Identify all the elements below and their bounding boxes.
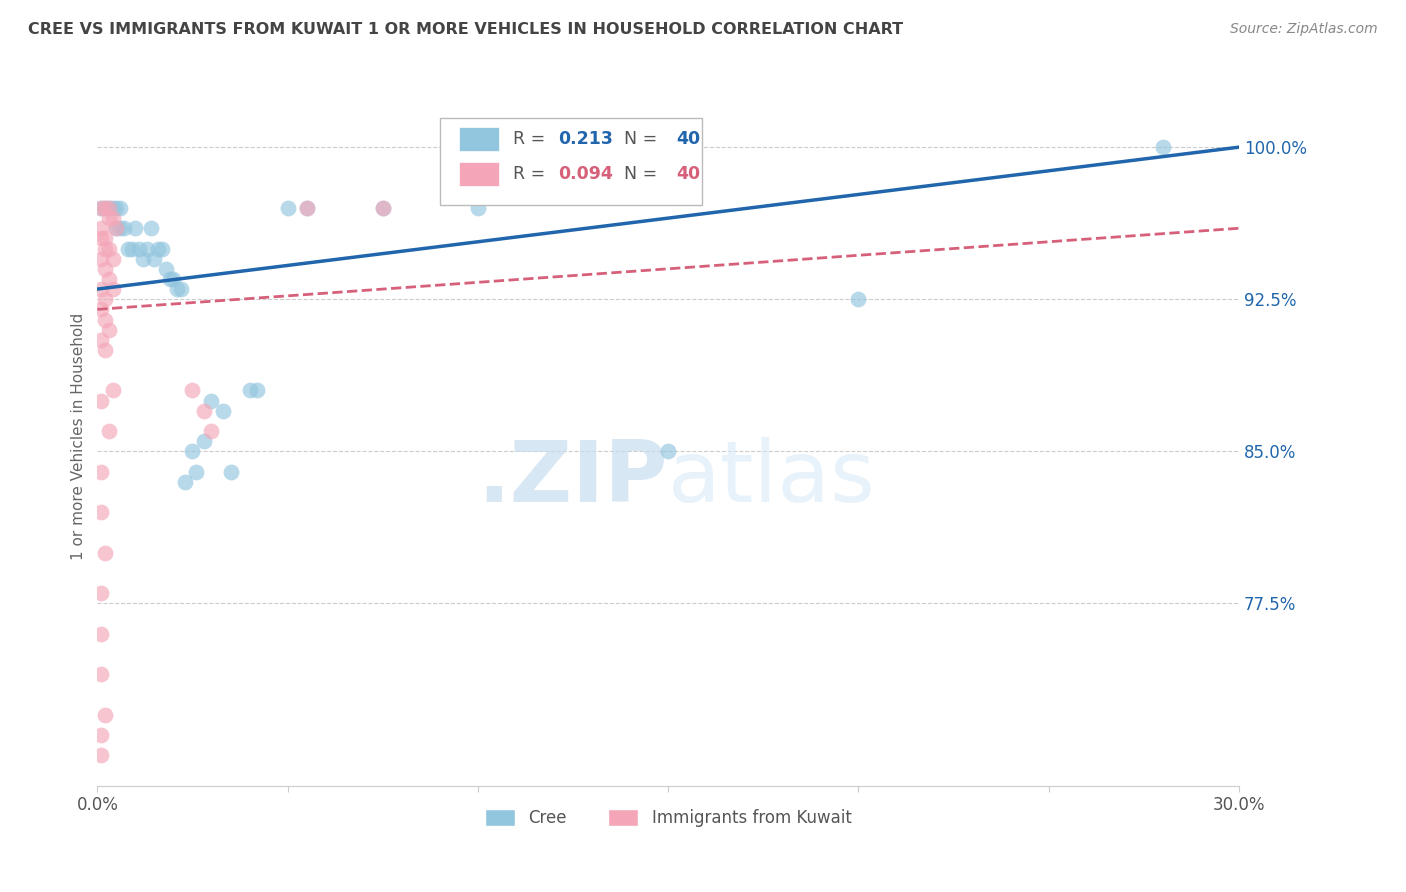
Point bbox=[105, 221, 128, 235]
Point bbox=[105, 201, 128, 215]
Point bbox=[155, 261, 177, 276]
Point bbox=[90, 465, 112, 479]
Point bbox=[97, 272, 120, 286]
Y-axis label: 1 or more Vehicles in Household: 1 or more Vehicles in Household bbox=[72, 312, 86, 559]
Point bbox=[124, 221, 146, 235]
Point bbox=[97, 242, 120, 256]
Text: 40: 40 bbox=[676, 130, 700, 148]
Point bbox=[193, 434, 215, 449]
Point bbox=[94, 242, 117, 256]
Text: 0.094: 0.094 bbox=[558, 165, 613, 183]
Point bbox=[97, 201, 120, 215]
Point bbox=[90, 626, 112, 640]
Text: 40: 40 bbox=[676, 165, 700, 183]
Text: atlas: atlas bbox=[668, 436, 876, 519]
Point bbox=[173, 475, 195, 489]
Point bbox=[94, 231, 117, 245]
Point bbox=[246, 384, 269, 398]
Point bbox=[128, 242, 150, 256]
Point bbox=[193, 403, 215, 417]
Point bbox=[186, 465, 208, 479]
Point bbox=[181, 444, 204, 458]
Point bbox=[90, 748, 112, 763]
Point bbox=[371, 201, 394, 215]
Point bbox=[657, 444, 679, 458]
Point bbox=[148, 242, 170, 256]
Point bbox=[212, 403, 235, 417]
Point bbox=[97, 323, 120, 337]
Point bbox=[200, 424, 222, 438]
Point bbox=[200, 393, 222, 408]
Point bbox=[135, 242, 157, 256]
Point bbox=[94, 312, 117, 326]
Point bbox=[139, 221, 162, 235]
Point bbox=[94, 546, 117, 560]
Point bbox=[170, 282, 193, 296]
Text: 0.213: 0.213 bbox=[558, 130, 613, 148]
Legend: Cree, Immigrants from Kuwait: Cree, Immigrants from Kuwait bbox=[478, 802, 858, 833]
Point bbox=[94, 261, 117, 276]
Point bbox=[90, 282, 112, 296]
Point bbox=[117, 242, 139, 256]
Point bbox=[90, 231, 112, 245]
Text: R =: R = bbox=[513, 165, 551, 183]
Point bbox=[101, 201, 124, 215]
Point bbox=[1152, 140, 1174, 154]
Point bbox=[166, 282, 188, 296]
Point bbox=[90, 221, 112, 235]
Point bbox=[90, 667, 112, 681]
Point bbox=[162, 272, 184, 286]
Point bbox=[90, 201, 112, 215]
Text: R =: R = bbox=[513, 130, 551, 148]
Text: .ZIP: .ZIP bbox=[478, 436, 668, 519]
Point bbox=[105, 221, 128, 235]
Point bbox=[90, 302, 112, 317]
Point bbox=[94, 201, 117, 215]
Point bbox=[295, 201, 318, 215]
Point bbox=[97, 201, 120, 215]
Text: N =: N = bbox=[613, 130, 664, 148]
Point bbox=[219, 465, 242, 479]
Bar bbox=[460, 127, 499, 152]
Point bbox=[90, 252, 112, 266]
Point bbox=[90, 586, 112, 600]
Point bbox=[97, 211, 120, 226]
Point bbox=[846, 292, 869, 306]
Point bbox=[159, 272, 181, 286]
Point bbox=[94, 707, 117, 722]
FancyBboxPatch shape bbox=[440, 118, 703, 205]
Point bbox=[467, 201, 489, 215]
Point bbox=[132, 252, 155, 266]
Text: Source: ZipAtlas.com: Source: ZipAtlas.com bbox=[1230, 22, 1378, 37]
Point bbox=[371, 201, 394, 215]
Point bbox=[295, 201, 318, 215]
Bar bbox=[460, 162, 499, 186]
Point bbox=[101, 211, 124, 226]
Point bbox=[238, 384, 260, 398]
Point bbox=[143, 252, 166, 266]
Point bbox=[181, 384, 204, 398]
Point bbox=[112, 221, 135, 235]
Point bbox=[94, 201, 117, 215]
Text: N =: N = bbox=[613, 165, 664, 183]
Point bbox=[121, 242, 143, 256]
Point bbox=[90, 393, 112, 408]
Point bbox=[94, 343, 117, 357]
Point bbox=[101, 252, 124, 266]
Point bbox=[101, 384, 124, 398]
Point bbox=[90, 728, 112, 742]
Point bbox=[108, 201, 131, 215]
Point bbox=[97, 424, 120, 438]
Point bbox=[101, 282, 124, 296]
Text: CREE VS IMMIGRANTS FROM KUWAIT 1 OR MORE VEHICLES IN HOUSEHOLD CORRELATION CHART: CREE VS IMMIGRANTS FROM KUWAIT 1 OR MORE… bbox=[28, 22, 903, 37]
Point bbox=[90, 505, 112, 519]
Point bbox=[150, 242, 173, 256]
Point bbox=[90, 201, 112, 215]
Point bbox=[90, 333, 112, 347]
Point bbox=[277, 201, 299, 215]
Point bbox=[108, 221, 131, 235]
Point bbox=[94, 292, 117, 306]
